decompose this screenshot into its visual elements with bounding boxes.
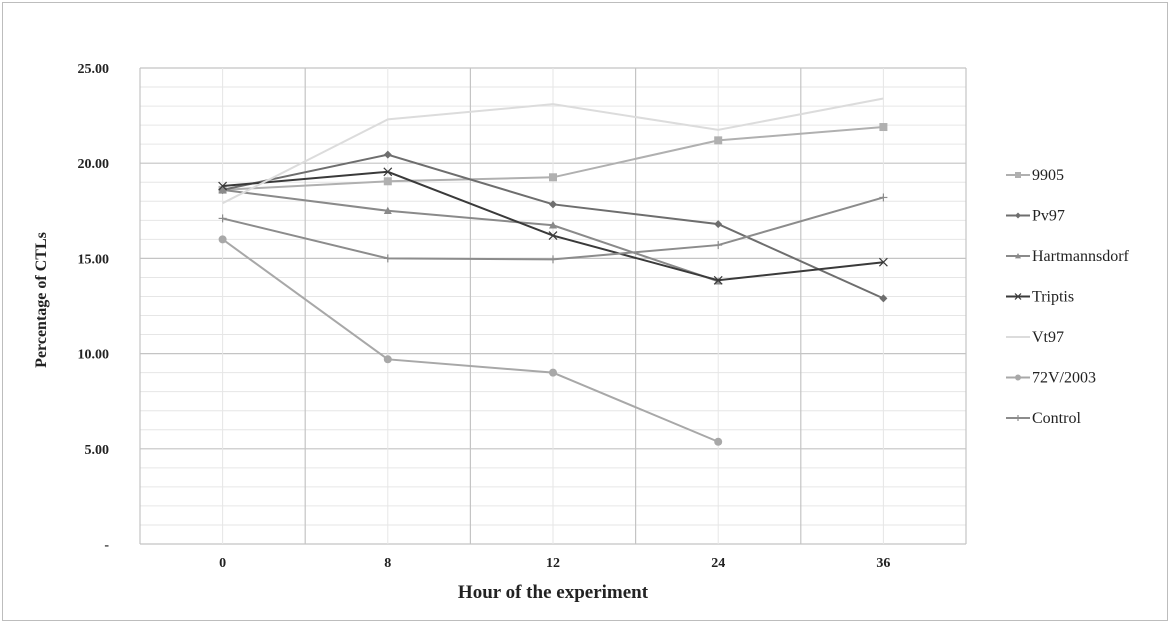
legend-label: Triptis: [1032, 289, 1074, 306]
x-tick-label: 8: [384, 556, 391, 571]
legend-label: Pv97: [1032, 208, 1065, 225]
y-tick-label: 20.00: [78, 157, 110, 172]
y-tick-label: 25.00: [78, 62, 110, 77]
y-tick-label: 10.00: [78, 348, 110, 363]
legend-item: 72V/2003: [1006, 370, 1096, 387]
x-axis-title: Hour of the experiment: [458, 582, 649, 603]
legend-item: Hartmannsdorf: [1006, 248, 1130, 265]
gridlines: [139, 67, 967, 545]
legend-label: 9905: [1032, 167, 1064, 184]
legend-label: Control: [1032, 410, 1081, 427]
y-tick-label: 15.00: [78, 252, 110, 267]
series-lines: [218, 97, 888, 446]
legend-label: Vt97: [1032, 329, 1064, 346]
legend-item: Triptis: [1006, 289, 1074, 306]
y-axis-title: Percentage of CTLs: [33, 232, 50, 368]
x-axis-ticks: 0 8 12 24 36: [219, 556, 890, 571]
y-tick-label: 5.00: [85, 443, 110, 458]
legend-item: 9905: [1006, 167, 1064, 184]
legend-label: Hartmannsdorf: [1032, 248, 1130, 265]
series-vt97: [222, 97, 884, 205]
y-tick-label: -: [104, 538, 109, 553]
series-triptis: [218, 167, 888, 285]
legend: 9905 Pv97 Hartmannsdorf Triptis Vt97 72V/2003…: [1006, 167, 1130, 427]
series-pv97: [218, 150, 888, 303]
legend-item: Pv97: [1006, 208, 1065, 225]
x-tick-label: 12: [546, 556, 560, 571]
legend-label: 72V/2003: [1032, 370, 1096, 387]
x-tick-label: 36: [876, 556, 890, 571]
legend-item: Control: [1006, 410, 1081, 427]
x-tick-label: 24: [711, 556, 725, 571]
y-axis-ticks: - 5.00 10.00 15.00 20.00 25.00: [78, 62, 110, 553]
series-control: [218, 193, 888, 264]
legend-item: Vt97: [1006, 329, 1064, 346]
series-72v-2003: [218, 235, 723, 446]
x-tick-label: 0: [219, 556, 226, 571]
